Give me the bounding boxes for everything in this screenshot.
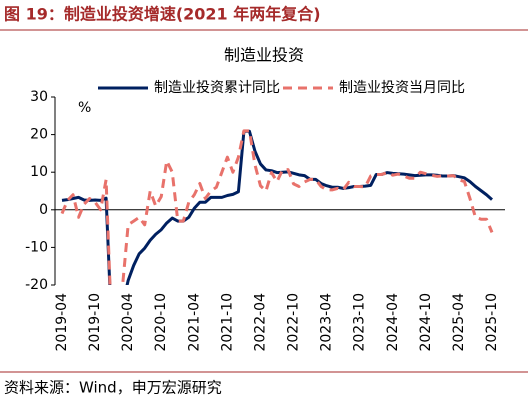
x-tick-label: 2025-04: [451, 293, 467, 352]
x-tick-label: 2024-04: [385, 293, 401, 352]
y-tick-label: -20: [25, 277, 48, 293]
x-tick-label: 2019-10: [87, 293, 103, 352]
x-tick-label: 2020-04: [120, 293, 136, 352]
figure-title: 图 19：制造业投资增速(2021 年两年复合): [4, 5, 321, 24]
x-tick-label: 2025-10: [484, 293, 500, 352]
y-tick-label: 0: [39, 202, 48, 218]
chart-title: 制造业投资: [224, 46, 304, 65]
series-line: [61, 129, 493, 285]
x-tick-label: 2021-10: [219, 293, 235, 352]
x-tick-label: 2020-10: [153, 293, 169, 352]
y-tick-label: -10: [25, 239, 48, 255]
legend-label: 制造业投资当月同比: [339, 80, 465, 96]
x-tick-label: 2019-04: [54, 293, 70, 352]
x-tick-label: 2021-04: [186, 293, 202, 352]
y-unit: %: [78, 100, 91, 116]
x-tick-label: 2022-04: [252, 293, 268, 352]
y-tick-label: 20: [30, 127, 48, 143]
source: 资料来源：Wind，申万宏源研究: [4, 379, 222, 397]
x-tick-label: 2022-10: [286, 293, 302, 352]
x-tick-label: 2023-10: [352, 293, 368, 352]
legend-label: 制造业投资累计同比: [154, 80, 280, 96]
series-line: [60, 129, 494, 285]
x-tick-label: 2024-10: [418, 293, 434, 352]
y-tick-label: 10: [30, 164, 48, 180]
x-tick-label: 2023-04: [319, 293, 335, 352]
y-tick-label: 30: [30, 89, 48, 105]
